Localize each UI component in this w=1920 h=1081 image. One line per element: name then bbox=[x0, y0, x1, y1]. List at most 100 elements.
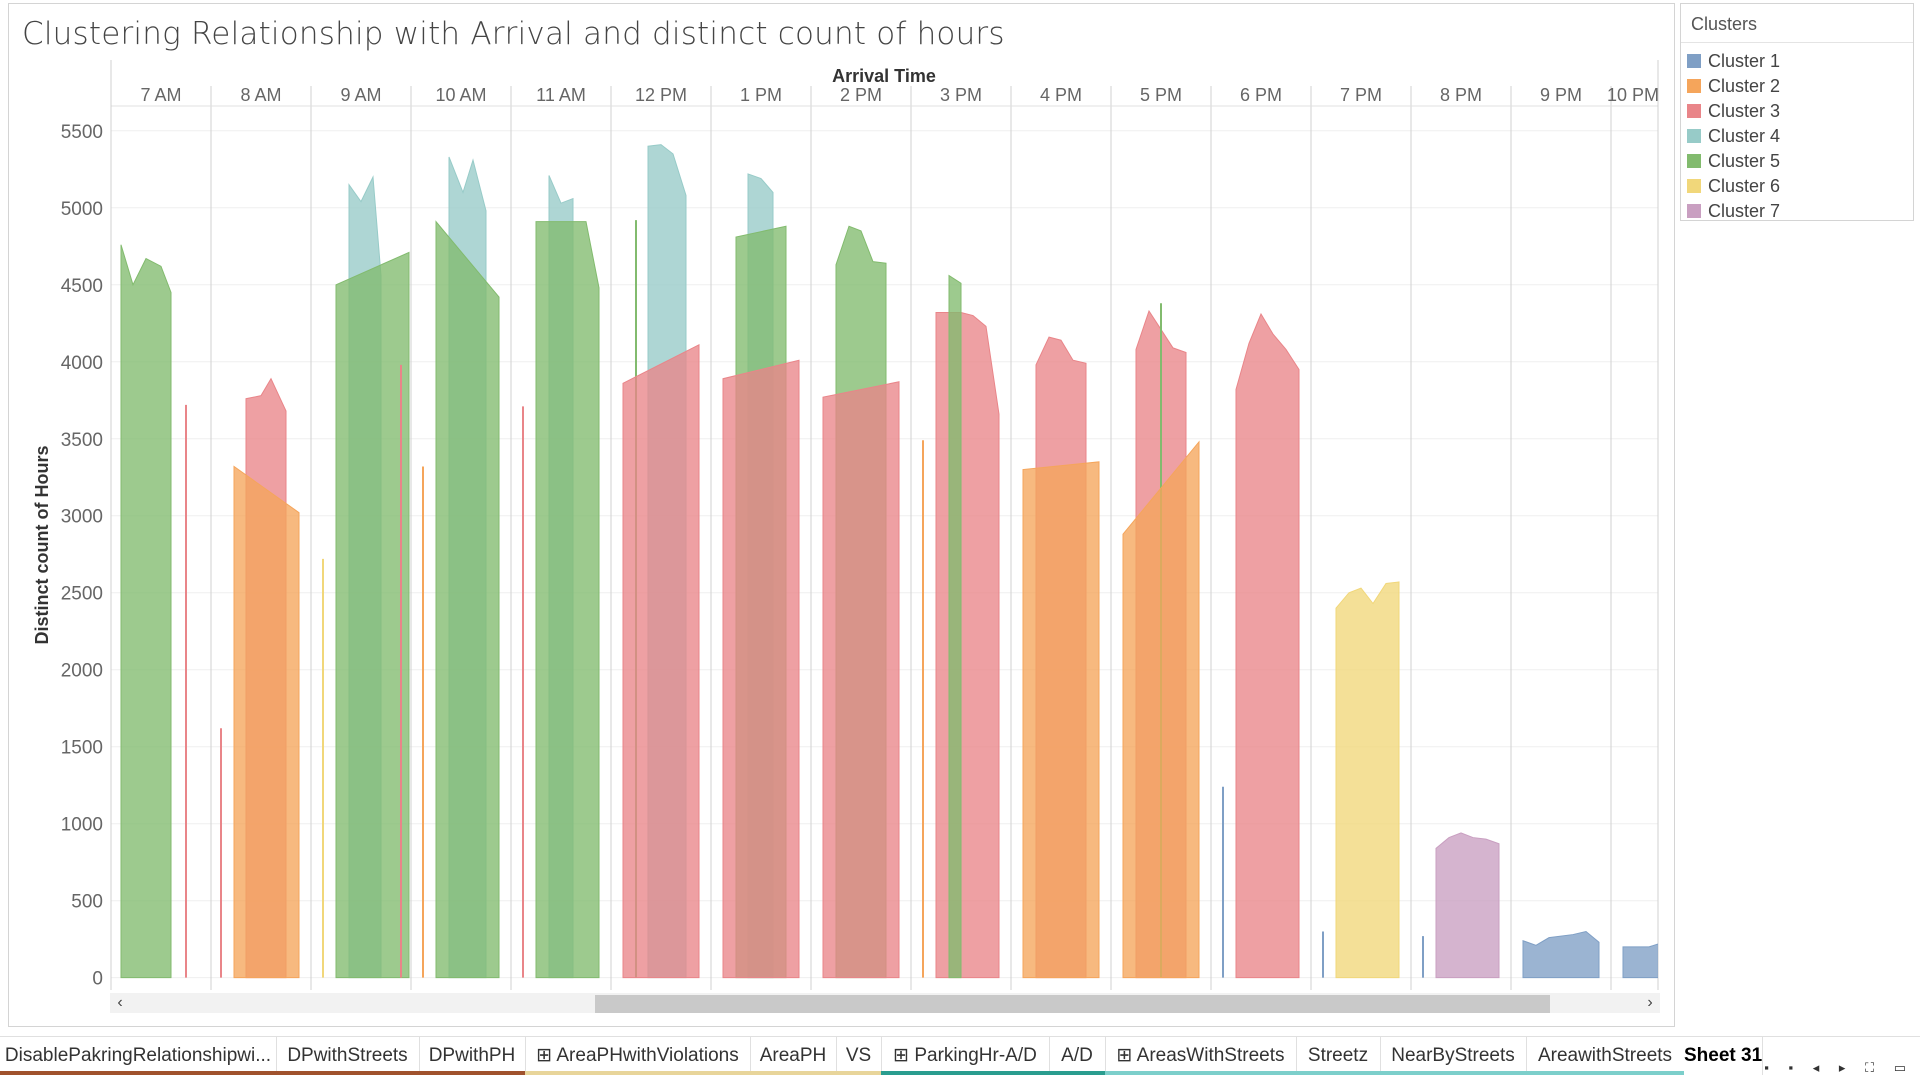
legend-swatch bbox=[1687, 154, 1701, 168]
area-cluster-7-8pm bbox=[1435, 832, 1500, 979]
legend-item-cluster-5[interactable]: Cluster 5 bbox=[1687, 150, 1780, 172]
legend-label: Cluster 2 bbox=[1708, 75, 1781, 96]
tab-color-bar bbox=[1296, 1071, 1380, 1075]
sheet-tab[interactable]: VS bbox=[836, 1037, 882, 1075]
scroll-right-icon[interactable]: › bbox=[1647, 994, 1653, 1011]
x-tick-label: 1 PM bbox=[740, 85, 782, 105]
area-cluster-5-10am bbox=[435, 220, 500, 979]
legend-item-cluster-6[interactable]: Cluster 6 bbox=[1687, 175, 1780, 197]
sheet-tab[interactable]: DisablePakringRelationshipwi... bbox=[0, 1037, 277, 1075]
legend-item-cluster-2[interactable]: Cluster 2 bbox=[1687, 75, 1780, 97]
x-axis-title: Arrival Time bbox=[832, 66, 936, 86]
y-tick-label: 500 bbox=[71, 892, 103, 913]
y-tick-label: 3500 bbox=[61, 430, 103, 451]
area-cluster-3-3pm bbox=[935, 311, 1000, 979]
legend-swatch bbox=[1687, 79, 1701, 93]
horizontal-scrollbar[interactable]: ‹ › bbox=[110, 993, 1660, 1013]
x-tick-label: 10 PM bbox=[1607, 85, 1659, 105]
x-tick-label: 9 AM bbox=[340, 85, 381, 105]
scroll-left-icon[interactable]: ‹ bbox=[117, 994, 123, 1011]
x-tick-label: 5 PM bbox=[1140, 85, 1182, 105]
area-cluster-3-6pm bbox=[1235, 312, 1300, 979]
legend-item-cluster-7[interactable]: Cluster 7 bbox=[1687, 200, 1780, 222]
legend-item-cluster-3[interactable]: Cluster 3 bbox=[1687, 100, 1780, 122]
area-cluster-1-10pm bbox=[1622, 943, 1658, 979]
tab-color-bar bbox=[881, 1071, 1049, 1075]
y-tick-label: 0 bbox=[92, 969, 103, 990]
area-marks bbox=[120, 144, 1658, 979]
legend-label: Cluster 4 bbox=[1708, 125, 1781, 146]
tab-color-bar bbox=[525, 1071, 750, 1075]
legend-label: Cluster 1 bbox=[1708, 50, 1781, 71]
sheet-tab[interactable]: ⊞ AreasWithStreets bbox=[1105, 1037, 1297, 1075]
legend-title: Clusters bbox=[1691, 14, 1758, 34]
sheet-tab[interactable]: AreaPH bbox=[750, 1037, 837, 1075]
legend-swatch bbox=[1687, 179, 1701, 193]
legend-label: Cluster 6 bbox=[1708, 175, 1781, 196]
legend-label: Cluster 7 bbox=[1708, 200, 1781, 221]
x-tick-label: 4 PM bbox=[1040, 85, 1082, 105]
tab-color-bar bbox=[419, 1071, 525, 1075]
legend-item-cluster-1[interactable]: Cluster 1 bbox=[1687, 50, 1780, 72]
x-tick-label: 2 PM bbox=[840, 85, 882, 105]
tab-color-bar bbox=[276, 1071, 419, 1075]
area-cluster-3-2pm bbox=[822, 381, 900, 979]
x-tick-label: 9 PM bbox=[1540, 85, 1582, 105]
sheet-tab[interactable]: DPwithStreets bbox=[276, 1037, 420, 1075]
area-cluster-2-8am bbox=[233, 465, 300, 979]
legend-swatch bbox=[1687, 104, 1701, 118]
area-cluster-1-9pm bbox=[1522, 930, 1600, 979]
sheet-tab[interactable]: ⊞ AreaPHwithViolations bbox=[525, 1037, 751, 1075]
sheet-tab-bar: DisablePakringRelationshipwi... DPwithStr… bbox=[0, 1036, 1920, 1081]
area-chart: 0 500 1000 1500 2000 2500 3000 3500 4000 4500 5000… bbox=[32, 60, 1659, 990]
tab-color-bar bbox=[1380, 1071, 1526, 1075]
area-cluster-5-11am bbox=[535, 221, 600, 979]
area-cluster-5-9am bbox=[335, 251, 410, 979]
scroll-thumb[interactable] bbox=[595, 995, 1550, 1013]
sheet-tab[interactable]: A/D bbox=[1049, 1037, 1106, 1075]
y-tick-label: 2500 bbox=[61, 584, 103, 605]
sheet-tab[interactable]: Sheet 31 bbox=[1684, 1037, 1763, 1075]
x-tick-label: 12 PM bbox=[635, 85, 687, 105]
sheet-tab[interactable]: DPwithPH bbox=[419, 1037, 526, 1075]
tab-color-bar bbox=[1526, 1071, 1684, 1075]
cluster-legend: Clusters Cluster 1 Cluster 2 Cluster 3 Clus… bbox=[1680, 3, 1914, 221]
area-cluster-3-1pm bbox=[722, 359, 800, 979]
sheet-tab[interactable]: ⊞ ParkingHr-A/D bbox=[881, 1037, 1050, 1075]
y-tick-label: 1000 bbox=[61, 815, 103, 836]
y-tick-label: 1500 bbox=[61, 738, 103, 759]
chart-title: Clustering Relationship with Arrival and… bbox=[22, 16, 1005, 52]
tab-color-bar bbox=[836, 1071, 881, 1075]
tab-color-bar bbox=[0, 1071, 276, 1075]
y-tick-label: 4000 bbox=[61, 353, 103, 374]
legend-swatch bbox=[1687, 129, 1701, 143]
sheet-tab[interactable]: NearByStreets bbox=[1380, 1037, 1527, 1075]
x-tick-label: 8 PM bbox=[1440, 85, 1482, 105]
sheet-tab[interactable]: Streetz bbox=[1296, 1037, 1381, 1075]
x-tick-label: 3 PM bbox=[940, 85, 982, 105]
y-axis-title: Distinct count of Hours bbox=[32, 446, 52, 645]
tab-color-bar bbox=[1049, 1071, 1105, 1075]
sheet-tab[interactable]: AreawithStreets bbox=[1526, 1037, 1685, 1075]
legend-label: Cluster 5 bbox=[1708, 150, 1781, 171]
x-tick-label: 10 AM bbox=[435, 85, 486, 105]
area-cluster-5-3pm bbox=[948, 274, 962, 979]
y-tick-label: 5500 bbox=[61, 122, 103, 143]
tab-navigation-controls[interactable]: ▪ ▪ ◂ ▸ ⛶ ▭ bbox=[1764, 1060, 1914, 1075]
x-tick-label: 11 AM bbox=[536, 85, 586, 105]
tab-color-bar bbox=[750, 1071, 836, 1075]
legend-label: Cluster 3 bbox=[1708, 100, 1781, 121]
legend-swatch bbox=[1687, 204, 1701, 218]
x-tick-label: 8 AM bbox=[240, 85, 281, 105]
x-tick-label: 7 PM bbox=[1340, 85, 1382, 105]
x-tick-label: 7 AM bbox=[140, 85, 181, 105]
legend-item-cluster-4[interactable]: Cluster 4 bbox=[1687, 125, 1780, 147]
y-tick-label: 3000 bbox=[61, 507, 103, 528]
area-cluster-6-7pm bbox=[1335, 581, 1400, 979]
y-tick-label: 2000 bbox=[61, 661, 103, 682]
x-tick-label: 6 PM bbox=[1240, 85, 1282, 105]
area-cluster-2-5pm bbox=[1122, 440, 1200, 979]
legend-swatch bbox=[1687, 54, 1701, 68]
area-cluster-2-4pm bbox=[1022, 461, 1100, 979]
area-cluster-3-12pm bbox=[622, 344, 700, 979]
